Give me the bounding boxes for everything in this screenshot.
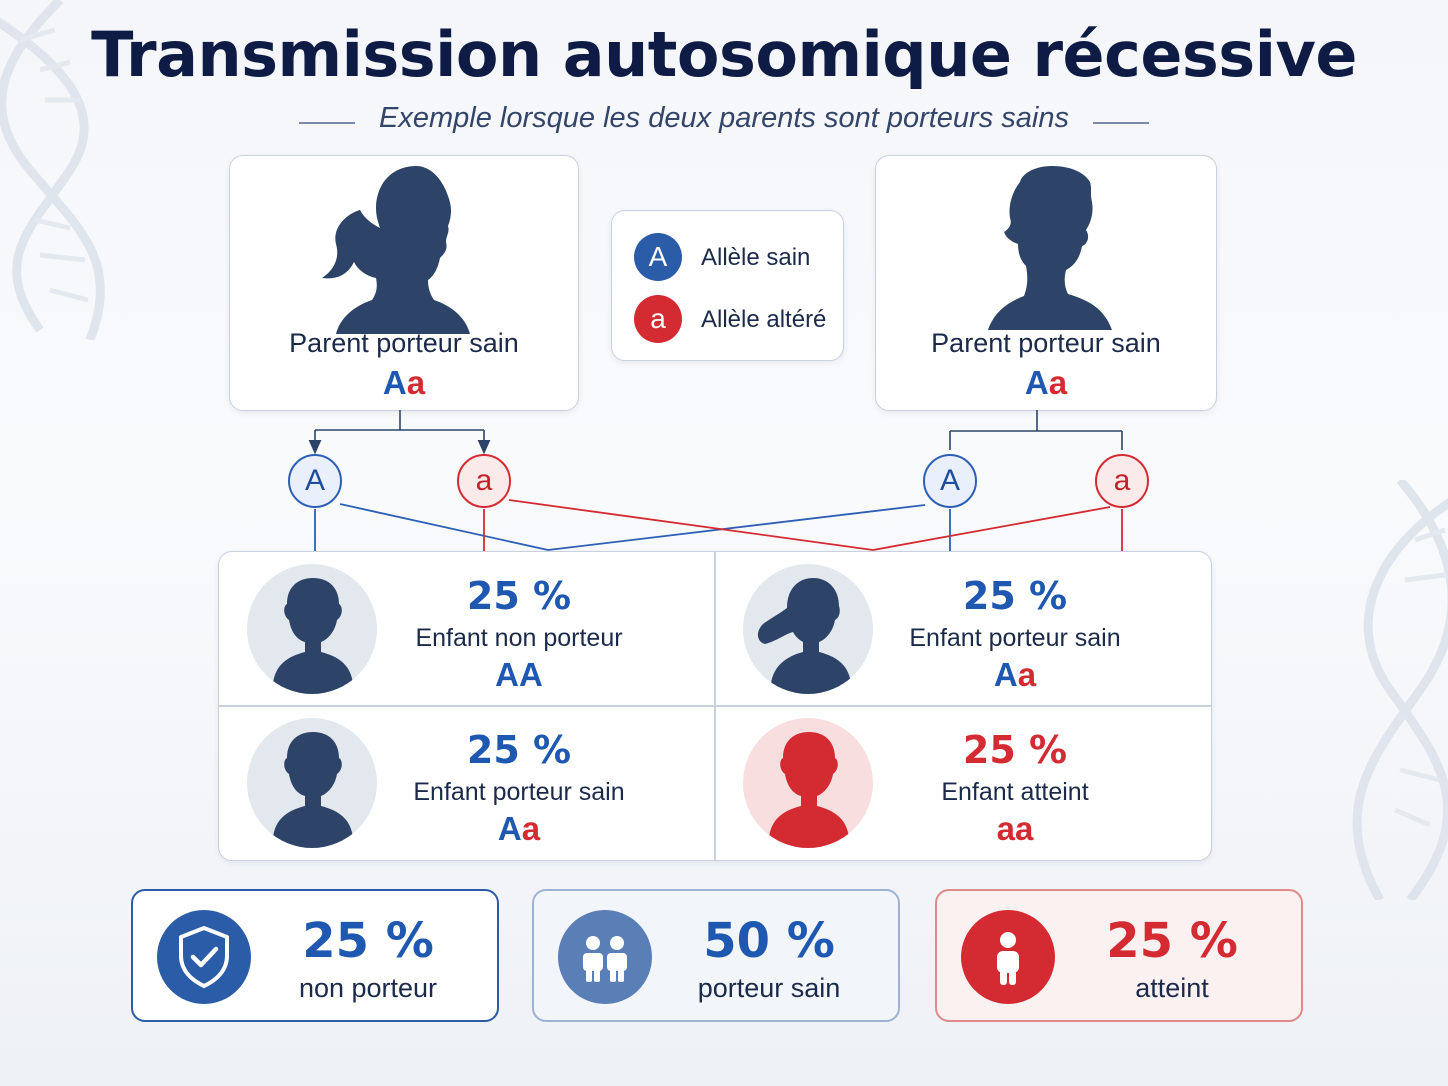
child-cell-carrier-girl: 25 % Enfant porteur sain Aa xyxy=(715,552,1211,706)
grid-divider-horizontal xyxy=(219,705,1211,707)
summary-label: porteur sain xyxy=(697,973,841,1003)
subtitle-rule-right xyxy=(1093,121,1150,124)
summary-icon-circle xyxy=(558,910,652,1004)
dna-helix-decoration-right xyxy=(1352,480,1448,900)
child-avatar xyxy=(247,564,377,694)
parent-card-father: Parent porteur sain Aa xyxy=(875,155,1217,411)
legend-altered-label: Allèle altéré xyxy=(701,306,827,333)
allele-altered: a xyxy=(1048,364,1068,401)
boy-silhouette-icon xyxy=(269,732,357,848)
inheritance-connectors xyxy=(308,410,1123,551)
child-cell-affected: 25 % Enfant atteint aa xyxy=(715,706,1211,860)
child-cell-non-carrier: 25 % Enfant non porteur AA xyxy=(219,552,715,706)
child-allele-2: A xyxy=(519,656,543,693)
parent-genotype: Aa xyxy=(230,364,578,402)
female-silhouette-icon xyxy=(322,166,470,334)
child-label: Enfant porteur sain xyxy=(413,778,625,806)
allele-healthy: A xyxy=(382,364,407,401)
parent-label: Parent porteur sain xyxy=(931,328,1161,358)
shield-check-icon xyxy=(179,926,229,988)
summary-label: non porteur xyxy=(298,973,438,1003)
legend-healthy-label: Allèle sain xyxy=(701,244,811,271)
summary-percent: 50 % xyxy=(703,913,835,969)
girl-silhouette-icon xyxy=(757,578,853,694)
child-allele-1: a xyxy=(996,810,1015,847)
child-genotype: aa xyxy=(885,810,1145,848)
child-genotype: Aa xyxy=(389,810,649,848)
subtitle-row: Exemple lorsque les deux parents sont po… xyxy=(0,102,1448,135)
subtitle-rule-left xyxy=(298,121,355,124)
offspring-grid: 25 % Enfant non porteur AA 25 % Enfant p… xyxy=(218,551,1212,861)
summary-icon-circle xyxy=(961,910,1055,1004)
summary-icon-circle xyxy=(157,910,251,1004)
gamete-father-healthy: A xyxy=(923,454,977,508)
allele-altered: a xyxy=(406,364,426,401)
child-allele-2: a xyxy=(521,810,541,847)
child-allele-1: A xyxy=(497,810,522,847)
child-genotype: Aa xyxy=(885,656,1145,694)
dna-helix-decoration-left xyxy=(0,0,105,340)
child-cell-carrier-boy: 25 % Enfant porteur sain Aa xyxy=(219,706,715,860)
summary-carrier: 50 % porteur sain xyxy=(532,889,900,1022)
child-allele-1: A xyxy=(495,656,519,693)
child-person-icon xyxy=(997,932,1019,985)
child-percent: 25 % xyxy=(962,728,1068,772)
child-allele-1: A xyxy=(993,656,1018,693)
child-percent: 25 % xyxy=(466,728,572,772)
summary-percent: 25 % xyxy=(1106,913,1238,969)
gamete-mother-altered: a xyxy=(457,454,511,508)
parent-label: Parent porteur sain xyxy=(289,328,519,358)
child-genotype: AA xyxy=(389,656,649,694)
gamete-mother-healthy: A xyxy=(288,454,342,508)
child-label: Enfant atteint xyxy=(941,778,1089,806)
summary-percent: 25 % xyxy=(302,913,434,969)
summary-non-carrier: 25 % non porteur xyxy=(131,889,499,1022)
child-avatar xyxy=(743,718,873,848)
child-avatar xyxy=(247,718,377,848)
page-title: Transmission autosomique récessive xyxy=(91,18,1357,91)
legend-healthy-symbol: A xyxy=(634,233,682,281)
affected-child-icon xyxy=(765,732,853,848)
child-allele-2: a xyxy=(1015,810,1034,847)
child-label: Enfant porteur sain xyxy=(909,624,1121,652)
summary-affected: 25 % atteint xyxy=(935,889,1303,1022)
two-children-icon xyxy=(583,936,627,982)
gamete-father-altered: a xyxy=(1095,454,1149,508)
child-label: Enfant non porteur xyxy=(415,624,623,652)
parent-genotype: Aa xyxy=(876,364,1216,402)
allele-healthy: A xyxy=(1024,364,1049,401)
parent-card-mother: Parent porteur sain Aa xyxy=(229,155,579,411)
legend-box: A Allèle sain a Allèle altéré xyxy=(611,210,844,361)
child-allele-2: a xyxy=(1017,656,1037,693)
male-silhouette-icon xyxy=(988,166,1112,330)
legend-altered-symbol: a xyxy=(634,295,682,343)
boy-silhouette-icon xyxy=(269,578,357,694)
summary-label: atteint xyxy=(1135,973,1209,1003)
page-subtitle: Exemple lorsque les deux parents sont po… xyxy=(379,102,1069,134)
child-avatar xyxy=(743,564,873,694)
child-percent: 25 % xyxy=(962,574,1068,618)
child-percent: 25 % xyxy=(466,574,572,618)
